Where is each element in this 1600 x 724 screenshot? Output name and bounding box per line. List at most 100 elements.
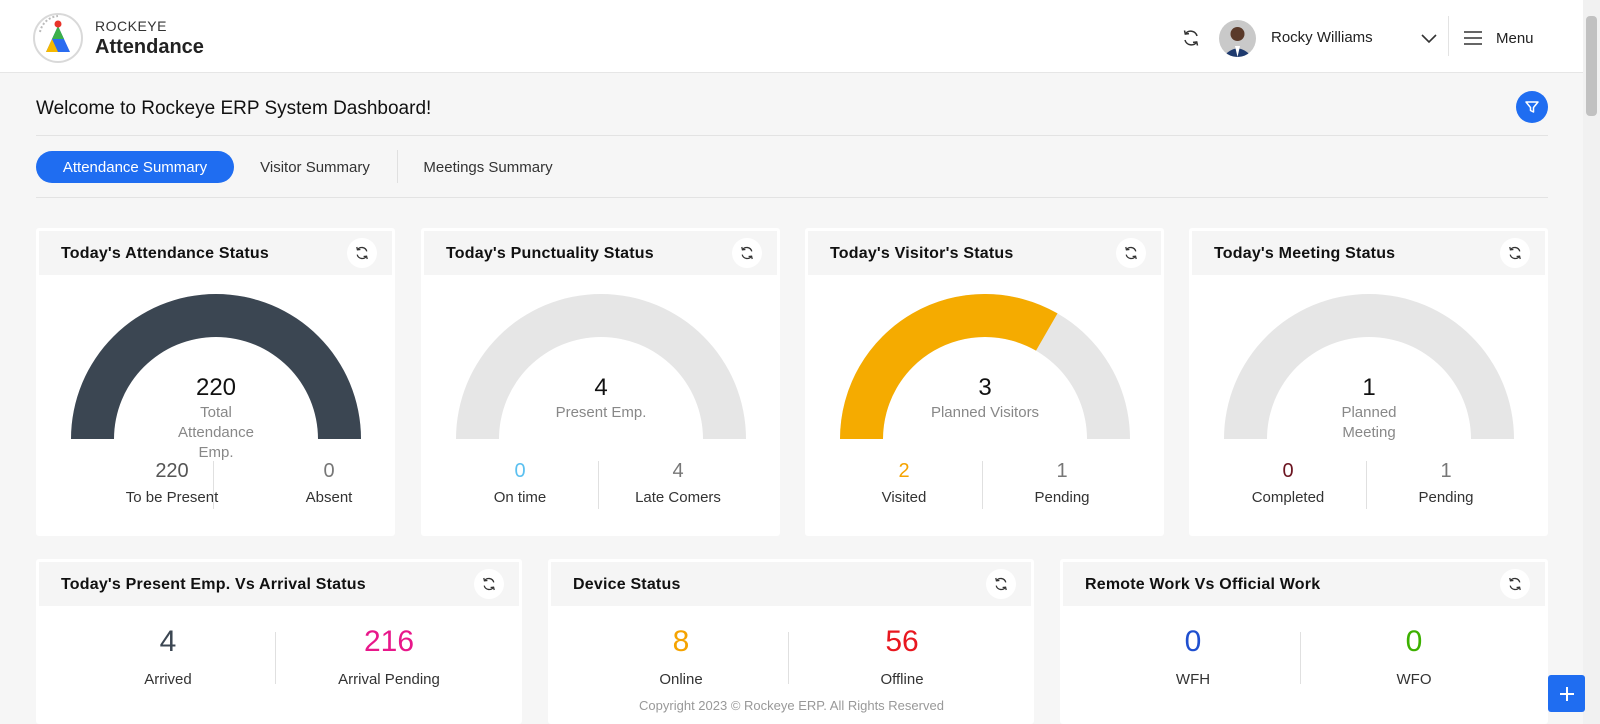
- stat-divider: [598, 461, 599, 509]
- late-comers-label: Late Comers: [635, 489, 721, 506]
- stat-divider: [1300, 632, 1301, 684]
- pending-value: 1: [1056, 460, 1068, 482]
- hamburger-icon: [1464, 31, 1482, 45]
- visited-value: 2: [898, 460, 910, 482]
- card-header: Today's Attendance Status: [39, 231, 392, 275]
- filter-icon: [1525, 101, 1539, 113]
- refresh-button[interactable]: [1500, 569, 1530, 599]
- punctuality-status-card: Today's Punctuality Status 4 Present Emp…: [421, 228, 780, 536]
- late-comers-value: 4: [672, 460, 684, 482]
- completed-value: 0: [1282, 460, 1294, 482]
- brand-top: ROCKEYE: [95, 18, 167, 34]
- refresh-button[interactable]: [347, 238, 377, 268]
- refresh-icon: [1509, 246, 1521, 260]
- absent-value: 0: [323, 460, 335, 482]
- completed-label: Completed: [1251, 489, 1325, 506]
- gauge-label: Planned Visitors: [930, 404, 1040, 421]
- refresh-icon[interactable]: [1181, 28, 1201, 48]
- gauge-value: 4: [594, 374, 608, 401]
- card-header: Device Status: [551, 562, 1031, 606]
- header-divider: [1448, 16, 1449, 56]
- arrived-value: 4: [159, 625, 177, 658]
- wfo-value: 0: [1405, 625, 1423, 658]
- pending-label: Pending: [1034, 489, 1090, 506]
- user-avatar[interactable]: [1219, 20, 1256, 57]
- stat-divider: [788, 632, 789, 684]
- refresh-icon: [483, 577, 495, 591]
- user-name[interactable]: Rocky Williams: [1271, 29, 1373, 46]
- gauge-value: 220: [195, 374, 237, 401]
- arrival-pending-value: 216: [363, 625, 415, 658]
- card-header: Today's Meeting Status: [1192, 231, 1545, 275]
- online-value: 8: [672, 625, 690, 658]
- refresh-icon: [995, 577, 1007, 591]
- refresh-icon: [741, 246, 753, 260]
- menu-button[interactable]: Menu: [1463, 26, 1534, 50]
- card-header: Today's Visitor's Status: [808, 231, 1161, 275]
- gauge-fill: [840, 294, 1058, 439]
- refresh-button[interactable]: [986, 569, 1016, 599]
- chevron-down-icon[interactable]: [1420, 29, 1438, 47]
- offline-label: Offline: [880, 671, 924, 688]
- card-header: Today's Present Emp. Vs Arrival Status: [39, 562, 519, 606]
- visited-label: Visited: [881, 489, 927, 506]
- gauge-track: [1224, 294, 1514, 439]
- refresh-button[interactable]: [1500, 238, 1530, 268]
- refresh-button[interactable]: [1116, 238, 1146, 268]
- wfh-label: WFH: [1175, 671, 1211, 688]
- stat-divider: [213, 461, 214, 509]
- wfo-label: WFO: [1396, 671, 1432, 688]
- visitor-status-card: Today's Visitor's Status 3 Planned Visit…: [805, 228, 1164, 536]
- add-button[interactable]: [1548, 675, 1585, 712]
- top-header: ROCKEYE Attendance Rocky Williams Menu: [0, 0, 1583, 73]
- rockeye-logo: [33, 13, 83, 63]
- refresh-button[interactable]: [732, 238, 762, 268]
- plus-icon: [1559, 686, 1574, 701]
- attendance-status-card: Today's Attendance Status 220 Total Atte…: [36, 228, 395, 536]
- scrollbar-thumb[interactable]: [1586, 16, 1597, 116]
- scrollbar[interactable]: [1583, 0, 1600, 724]
- offline-value: 56: [885, 625, 919, 658]
- divider: [36, 135, 1548, 136]
- card-title: Remote Work Vs Official Work: [1085, 576, 1321, 593]
- card-header: Remote Work Vs Official Work: [1063, 562, 1545, 606]
- copyright: Copyright 2023 © Rockeye ERP. All Rights…: [639, 698, 944, 713]
- gauge-value: 1: [1362, 374, 1376, 401]
- on-time-label: On time: [493, 489, 547, 506]
- gauge-label: Present Emp.: [555, 404, 647, 421]
- online-label: Online: [659, 671, 703, 688]
- absent-label: Absent: [305, 489, 353, 506]
- gauge-label: Planned Meeting: [1341, 404, 1397, 441]
- gauge-track: [456, 294, 746, 439]
- stat-divider: [1366, 461, 1367, 509]
- card-title: Today's Present Emp. Vs Arrival Status: [61, 576, 366, 593]
- attendance-gauge: [71, 294, 361, 439]
- wfh-value: 0: [1184, 625, 1202, 658]
- menu-label: Menu: [1496, 29, 1534, 47]
- page-title: Welcome to Rockeye ERP System Dashboard!: [36, 98, 432, 119]
- on-time-value: 0: [514, 460, 526, 482]
- device-status-card: Device Status 8 Online 56 Offline: [548, 559, 1034, 724]
- pending-value: 1: [1440, 460, 1452, 482]
- card-title: Today's Attendance Status: [61, 245, 269, 262]
- brand-name: Attendance: [95, 36, 204, 58]
- gauge-label: Total Attendance Emp.: [178, 404, 254, 461]
- tab-meetings-summary[interactable]: Meetings Summary: [423, 158, 553, 176]
- arrival-status-card: Today's Present Emp. Vs Arrival Status 4…: [36, 559, 522, 724]
- to-be-present-label: To be Present: [125, 489, 219, 506]
- remote-work-card: Remote Work Vs Official Work 0 WFH 0 WFO: [1060, 559, 1548, 724]
- tab-visitor-summary[interactable]: Visitor Summary: [260, 158, 370, 176]
- meeting-status-card: Today's Meeting Status 1 Planned Meeting…: [1189, 228, 1548, 536]
- gauge-value: 3: [978, 374, 992, 401]
- card-title: Device Status: [573, 576, 681, 593]
- refresh-button[interactable]: [474, 569, 504, 599]
- filter-button[interactable]: [1516, 91, 1548, 123]
- card-title: Today's Punctuality Status: [446, 245, 654, 262]
- visitor-gauge: [840, 294, 1130, 439]
- refresh-icon: [356, 246, 368, 260]
- tab-attendance-summary[interactable]: Attendance Summary: [36, 151, 234, 183]
- meeting-gauge: [1224, 294, 1514, 439]
- refresh-icon: [1125, 246, 1137, 260]
- gauge-fill: [71, 294, 361, 439]
- punctuality-gauge: [456, 294, 746, 439]
